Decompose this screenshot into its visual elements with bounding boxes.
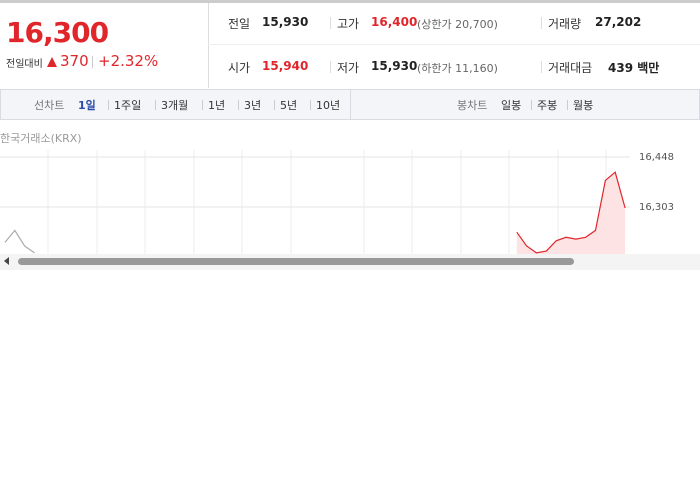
change-label: 전일대비	[6, 59, 43, 70]
tab[interactable]: 3개월	[161, 99, 189, 112]
stat-label: 전일	[228, 17, 251, 31]
tab[interactable]: 5년	[280, 99, 298, 112]
y-tick-label: 16,303	[639, 202, 674, 213]
tab[interactable]: 일봉	[501, 99, 522, 112]
line	[516, 171, 626, 254]
stat-label: 고가	[337, 17, 360, 31]
stat-note: (하한가 11,160)	[417, 62, 498, 75]
tab[interactable]: 1년	[208, 99, 226, 112]
stat-label: 저가	[337, 61, 360, 75]
sep	[330, 61, 331, 73]
divider	[208, 44, 700, 45]
scrollbar[interactable]	[0, 254, 700, 270]
stat-label: 시가	[228, 61, 251, 75]
sep	[274, 100, 275, 110]
change-rate: +2.32%	[98, 52, 159, 70]
stat-note: (상한가 20,700)	[417, 18, 498, 31]
y-tick-label: 16,448	[639, 152, 674, 163]
sep	[155, 100, 156, 110]
stat-value: 15,940	[262, 59, 309, 73]
tab[interactable]: 3년	[244, 99, 262, 112]
sep	[310, 100, 311, 110]
tab-divider	[350, 90, 351, 119]
stat-label: 거래대금	[548, 61, 593, 75]
tab[interactable]: 주봉	[537, 99, 558, 112]
sep	[541, 61, 542, 73]
sep	[202, 100, 203, 110]
sep	[238, 100, 239, 110]
stat-label: 거래량	[548, 17, 582, 31]
tab[interactable]: 1주일	[114, 99, 142, 112]
source: 한국거래소(KRX)	[0, 132, 82, 145]
sep	[92, 56, 93, 68]
top-border	[0, 0, 700, 3]
sep	[567, 100, 568, 110]
divider	[208, 3, 209, 88]
line	[5, 230, 143, 254]
tab-label: 선차트	[34, 99, 65, 112]
tab[interactable]: 10년	[316, 99, 341, 112]
tab-label: 봉차트	[457, 99, 488, 112]
stat-value: 16,400	[371, 15, 418, 29]
stat-value: 15,930	[262, 15, 309, 29]
sep	[541, 17, 542, 29]
tab[interactable]: 1일	[78, 99, 96, 112]
stat-value: 439 백만	[608, 61, 660, 75]
sep	[531, 100, 532, 110]
chart: 16,448 16,303	[0, 150, 674, 256]
change: 370	[60, 52, 89, 70]
area	[516, 172, 626, 256]
up-icon	[47, 57, 57, 67]
stat-value: 27,202	[595, 15, 642, 29]
stat-value: 15,930	[371, 59, 418, 73]
tab[interactable]: 월봉	[573, 99, 594, 112]
sep	[330, 17, 331, 29]
price: 16,300	[6, 16, 109, 49]
sep	[108, 100, 109, 110]
